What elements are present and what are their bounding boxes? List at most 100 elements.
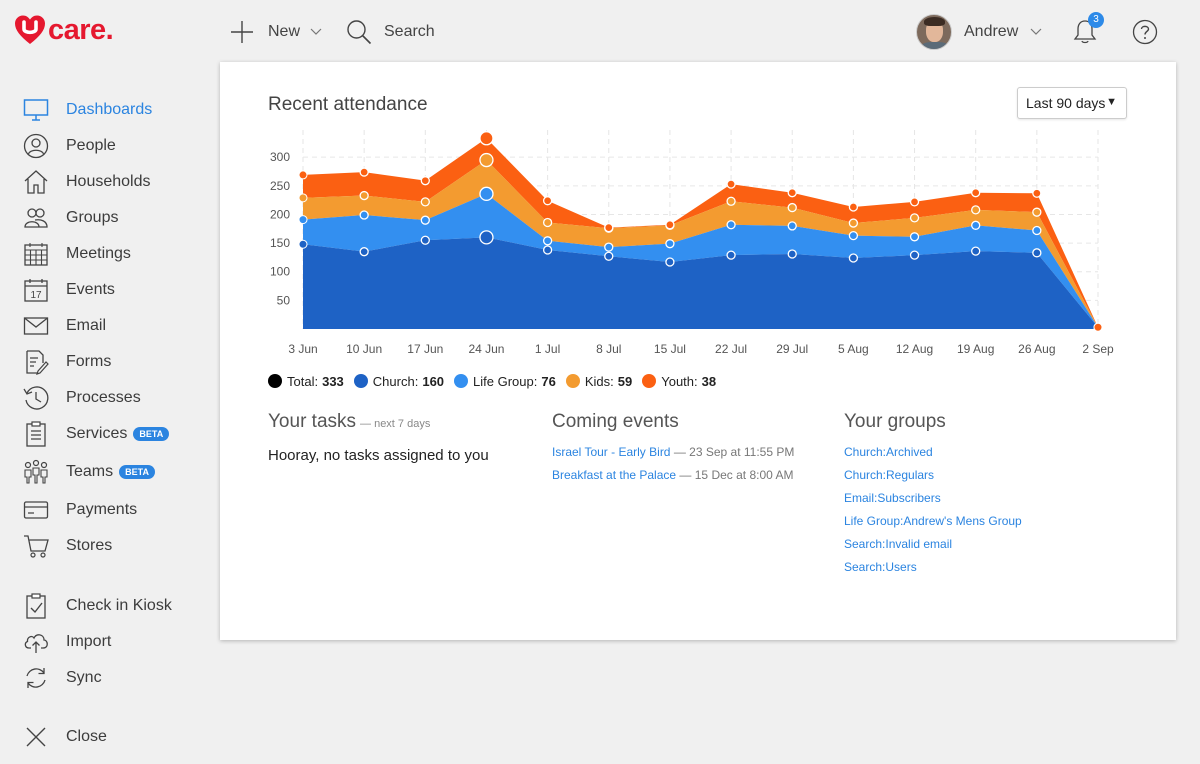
groups-section: Your groups Church:Archived Church:Regul…	[844, 411, 1104, 575]
sidebar-item-payments[interactable]: Payments	[22, 492, 137, 528]
legend-item-kids[interactable]: Kids:59	[565, 373, 633, 389]
legend-swatch	[454, 374, 469, 388]
sidebar-item-label: Teams	[66, 463, 114, 480]
chevron-down-icon	[1030, 28, 1042, 35]
sidebar-item-label: Payments	[66, 501, 138, 518]
search-button[interactable]: Search	[346, 14, 435, 50]
data-point-youth	[665, 220, 675, 230]
data-point-youth	[604, 222, 614, 233]
tasks-subtitle: — next 7 days	[360, 418, 431, 430]
sidebar-item-meetings[interactable]: Meetings	[22, 236, 131, 272]
data-point-church	[787, 249, 797, 259]
group-link[interactable]: Life Group:Andrew's Mens Group	[844, 514, 1022, 528]
x-tick-label: 12 Aug	[896, 342, 933, 356]
card-icon	[22, 496, 50, 524]
svg-text:17: 17	[30, 290, 42, 301]
sidebar-item-email[interactable]: Email	[22, 308, 106, 344]
sidebar-item-label: Forms	[66, 353, 112, 370]
event-link[interactable]: Israel Tour - Early Bird	[552, 445, 671, 459]
group-link[interactable]: Church:Regulars	[844, 468, 935, 482]
data-point-youth	[479, 131, 494, 146]
sidebar-item-dashboards[interactable]: Dashboards	[22, 92, 152, 128]
sidebar-item-check-in-kiosk[interactable]: Check in Kiosk	[22, 588, 172, 624]
sidebar-item-label: Email	[66, 317, 107, 334]
legend-item-youth[interactable]: Youth:38	[642, 374, 716, 389]
event-item: Breakfast at the Palace — 15 Dec at 8:00…	[552, 467, 822, 483]
data-point-kids	[1032, 207, 1042, 217]
sidebar-item-stores[interactable]: Stores	[22, 528, 112, 564]
sidebar-item-teams[interactable]: Teams BETA	[22, 454, 155, 490]
x-tick-label: 17 Jun	[407, 342, 443, 356]
cloud-upload-icon	[22, 628, 50, 656]
data-point-life-group	[542, 236, 553, 246]
legend-value: 59	[617, 373, 633, 389]
y-tick-label: 250	[270, 179, 290, 193]
close-icon	[22, 723, 50, 751]
dropdown-arrow-icon: ▼	[1106, 96, 1117, 108]
sidebar-item-label: People	[66, 137, 116, 154]
event-time: — 15 Dec at 8:00 AM	[679, 468, 794, 482]
data-point-youth	[726, 179, 736, 189]
date-range-select[interactable]: Last 90 days ▼	[1017, 87, 1127, 119]
sidebar-item-close[interactable]: Close	[22, 719, 107, 755]
group-link[interactable]: Church:Archived	[844, 445, 933, 459]
group-link[interactable]: Email:Subscribers	[844, 491, 941, 505]
data-point-life-group	[359, 210, 369, 220]
groups-title: Your groups	[844, 411, 946, 432]
new-menu-button[interactable]: New	[230, 14, 322, 50]
sidebar-item-people[interactable]: People	[22, 128, 116, 164]
event-link[interactable]: Breakfast at the Palace	[552, 468, 677, 482]
sidebar-item-import[interactable]: Import	[22, 624, 111, 660]
notifications-button[interactable]: 3	[1072, 12, 1104, 50]
sidebar-item-households[interactable]: Households	[22, 164, 151, 200]
data-point-life-group	[1032, 225, 1042, 236]
data-point-church	[604, 251, 614, 261]
tasks-empty-message: Hooray, no tasks assigned to you	[268, 447, 489, 464]
sync-icon	[22, 664, 50, 692]
event-item: Israel Tour - Early Bird — 23 Sep at 11:…	[552, 444, 822, 460]
legend-swatch	[353, 374, 368, 388]
legend-item-life-group[interactable]: Life Group:76	[454, 374, 556, 389]
data-point-church	[971, 246, 981, 256]
sidebar-item-label: Processes	[66, 389, 141, 406]
x-tick-label: 22 Jul	[715, 342, 747, 356]
data-point-church	[665, 257, 675, 267]
x-tick-label: 29 Jul	[776, 342, 808, 356]
sidebar-item-forms[interactable]: Forms	[22, 344, 111, 380]
group-link[interactable]: Search:Users	[844, 560, 917, 574]
help-button[interactable]	[1132, 14, 1158, 50]
events-title: Coming events	[552, 411, 679, 432]
group-link[interactable]: Search:Invalid email	[844, 537, 953, 551]
ucare-logo[interactable]: care .	[14, 10, 114, 50]
sidebar-item-label: Groups	[66, 209, 119, 226]
data-point-youth	[298, 170, 308, 180]
chart-title: Recent attendance	[268, 94, 428, 115]
sidebar-item-label: Import	[66, 633, 112, 650]
data-point-church	[542, 245, 553, 255]
sidebar-item-sync[interactable]: Sync	[22, 660, 102, 696]
sidebar-item-events[interactable]: 17 Events	[22, 272, 115, 308]
series-area-life-group	[303, 193, 1098, 328]
sidebar-item-services[interactable]: Services BETA	[22, 416, 170, 452]
legend-item-church[interactable]: Church:160	[353, 374, 444, 389]
sidebar-item-groups[interactable]: Groups	[22, 200, 118, 236]
data-point-life-group	[726, 220, 736, 230]
legend-swatch	[642, 374, 657, 388]
data-point-youth	[971, 188, 981, 198]
tasks-section: Your tasks — next 7 days Hooray, no tasks…	[268, 411, 528, 464]
monitor-icon	[22, 96, 50, 124]
legend-item-total[interactable]: Total:333	[268, 374, 344, 389]
team-icon	[22, 458, 50, 486]
user-menu-button[interactable]: Andrew	[916, 14, 1042, 50]
data-point-church	[359, 247, 369, 257]
sidebar-item-label: Close	[66, 728, 107, 745]
tasks-title: Your tasks	[268, 411, 357, 432]
sidebar-item-processes[interactable]: Processes	[22, 380, 141, 416]
data-point-kids	[787, 202, 797, 213]
data-point-church	[909, 250, 920, 260]
heart-logo-icon	[15, 15, 45, 44]
sidebar-item-label: Dashboards	[66, 101, 153, 118]
data-point-church	[298, 239, 308, 249]
sidebar-item-label: Events	[66, 281, 115, 298]
x-tick-label: 1 Jul	[535, 342, 560, 356]
